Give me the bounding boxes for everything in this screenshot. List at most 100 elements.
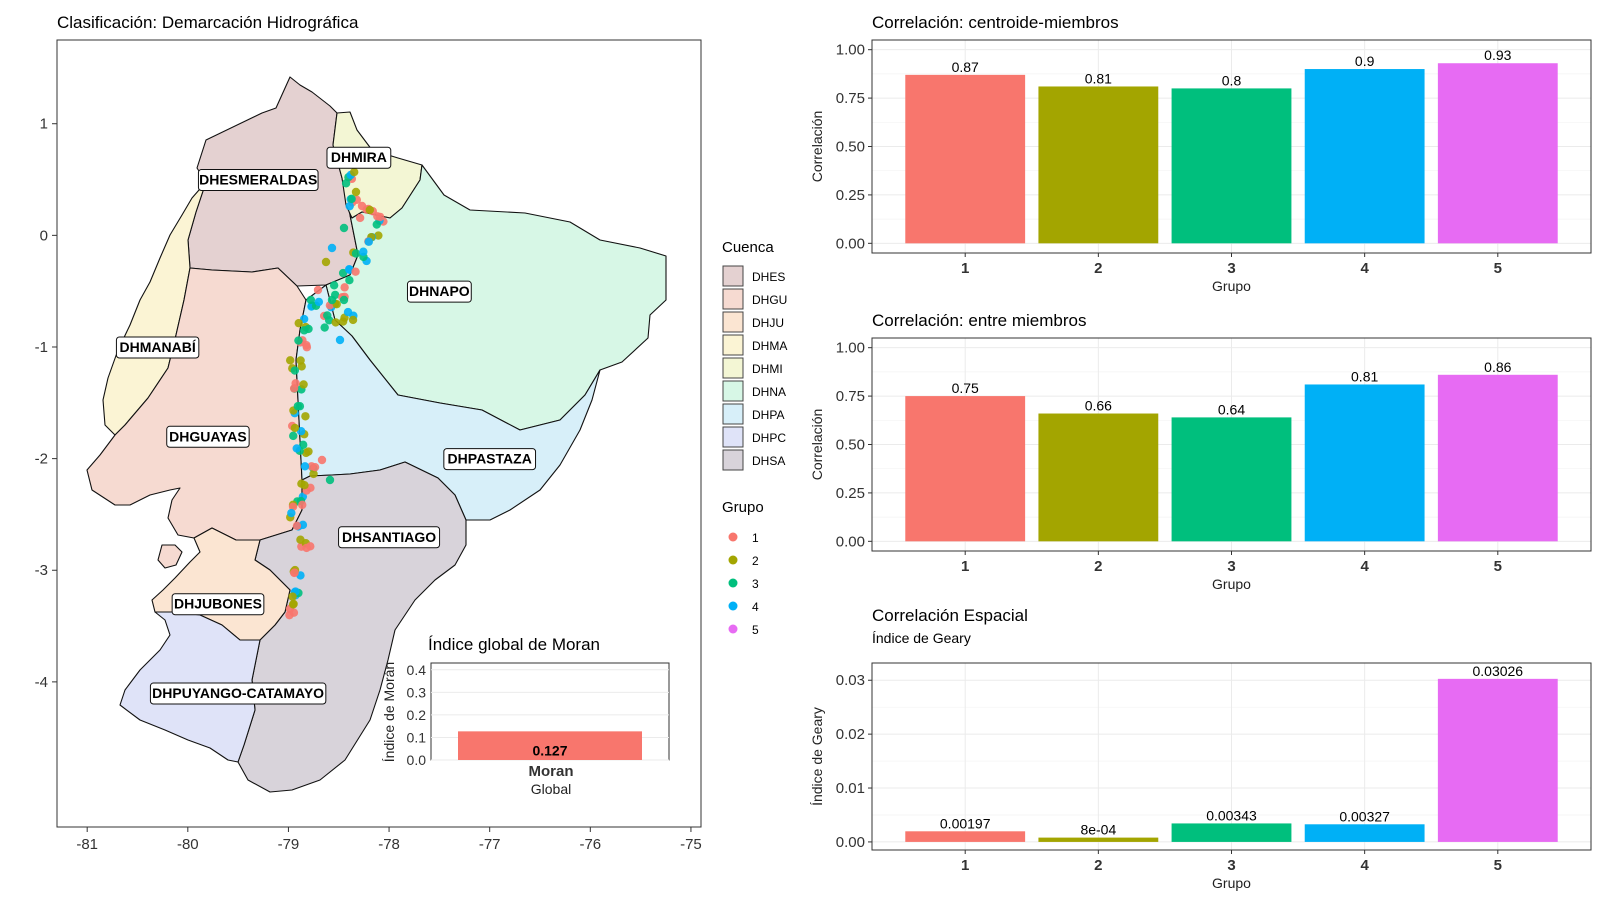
map-y-tick-label: -2 xyxy=(35,451,48,468)
legend-cuenca-label: DHNA xyxy=(752,385,786,399)
region-label-text: DHGUAYAS xyxy=(169,428,247,444)
map-y-tick-label: 1 xyxy=(40,116,48,133)
map-x-tick-label: -79 xyxy=(278,836,300,853)
chart-value-label: 0.00197 xyxy=(940,815,991,831)
station-point xyxy=(290,423,300,433)
chart-y-tick-label: 0.75 xyxy=(836,90,865,107)
moran-y-tick-label: 0.0 xyxy=(407,752,427,768)
legend-cuenca-label: DHES xyxy=(752,270,785,284)
chart-x-tick-label: 1 xyxy=(961,558,969,575)
chart-value-label: 8e-04 xyxy=(1080,822,1116,838)
chart-x-tick-label: 1 xyxy=(961,857,969,874)
station-point xyxy=(288,502,298,511)
legend-grupo-title: Grupo xyxy=(722,499,764,516)
chart-value-label: 0.93 xyxy=(1484,47,1511,63)
region-label: DHMIRA xyxy=(326,146,392,169)
station-point xyxy=(321,257,331,267)
legend-cuenca-label: DHMI xyxy=(752,362,783,376)
map-axes: -81 -80 -79 -78 -77 -76 -75 1 0 -1 -2 -3 -4 xyxy=(35,116,702,853)
chart-bar xyxy=(1171,417,1292,542)
chart-entre-miembros: Correlación: entre miembros 0.00 0.25 0.50 0… xyxy=(809,311,1592,592)
station-point xyxy=(300,480,309,490)
legend-grupo-marker xyxy=(728,578,738,588)
chart-x-tick-label: 3 xyxy=(1227,558,1235,575)
legend-cuenca-items: DHES DHGU DHJU DHMA DHMI DHNA DHPA DHPC DHSA xyxy=(722,265,787,471)
map-x-tick-label: -78 xyxy=(378,836,400,853)
chart-geary: Correlación Espacial Índice de Geary 0.00 0… xyxy=(809,606,1592,891)
region-labels: DHESMERALDAS DHMIRA DHNAPO DHMANABÍ DHGUAYAS… xyxy=(115,146,537,705)
map-x-tick-label: -81 xyxy=(76,836,98,853)
chart-value-label: 0.00327 xyxy=(1339,808,1390,824)
chart-title: Correlación: centroide-miembros xyxy=(872,13,1119,32)
chart-xlabel: Grupo xyxy=(1212,576,1251,592)
chart-frame xyxy=(871,39,1592,254)
station-point xyxy=(294,318,303,328)
moran-value-label: 0.127 xyxy=(532,743,567,759)
station-point xyxy=(294,336,303,345)
legend-grupo-label: 5 xyxy=(752,623,759,637)
station-point xyxy=(324,316,334,325)
legend-cuenca-swatch xyxy=(722,334,744,356)
station-point xyxy=(355,213,365,223)
station-point xyxy=(365,205,375,215)
station-point xyxy=(287,508,296,518)
chart-value-label: 0.9 xyxy=(1355,53,1375,69)
moran-bar xyxy=(458,731,642,760)
station-point xyxy=(341,179,351,188)
region-label-text: DHJUBONES xyxy=(174,596,262,612)
region-label-text: DHMIRA xyxy=(331,149,387,165)
moran-inset-title: Índice global de Moran xyxy=(428,635,600,654)
station-point xyxy=(320,323,329,332)
chart-x-tick-label: 5 xyxy=(1494,558,1502,575)
chart-value-label: 0.03026 xyxy=(1472,663,1523,679)
chart-centroide-miembros: Correlación: centroide-miembros 0.00 0.25 0… xyxy=(809,13,1592,294)
legend: Cuenca DHESDHGUDHJUDHMADHMIDHNADHPADHPCD… xyxy=(722,239,787,637)
station-point xyxy=(374,231,383,240)
moran-y-tick-label: 0.4 xyxy=(407,662,427,678)
chart-x-tick-label: 5 xyxy=(1494,260,1502,277)
legend-grupo-label: 2 xyxy=(752,554,759,568)
region-label-text: DHMANABÍ xyxy=(120,339,197,355)
chart-frame xyxy=(871,337,1592,552)
chart-bar xyxy=(1437,678,1558,842)
legend-grupo-marker xyxy=(728,601,738,611)
station-point xyxy=(300,326,309,335)
station-point xyxy=(300,462,310,471)
moran-y-tick-label: 0.1 xyxy=(407,729,427,745)
chart-y-tick-label: 0.00 xyxy=(836,533,865,550)
map-y-tick-label: 0 xyxy=(40,227,48,244)
legend-cuenca-swatch xyxy=(722,265,744,287)
chart-value-label: 0.81 xyxy=(1351,368,1378,384)
region-label-box xyxy=(197,169,319,192)
station-point xyxy=(310,462,320,472)
station-point xyxy=(357,201,367,211)
chart-x-tick-label: 3 xyxy=(1227,857,1235,874)
map-y-tick-label: -4 xyxy=(35,674,48,691)
legend-cuenca-swatch xyxy=(722,311,744,333)
chart-y-tick-label: 0.00 xyxy=(836,235,865,252)
region-label-box xyxy=(338,526,441,549)
region-label-box xyxy=(406,280,472,303)
chart-bar xyxy=(1437,374,1558,542)
region-label: DHPUYANGO-CATAMAYO xyxy=(149,682,327,705)
station-point xyxy=(348,315,358,325)
chart-value-label: 0.66 xyxy=(1085,398,1112,414)
chart-frame xyxy=(871,662,1592,851)
station-point xyxy=(306,295,316,305)
moran-xlabel: Global xyxy=(531,781,571,797)
map-x-tick-label: -75 xyxy=(680,836,702,853)
chart-value-label: 0.75 xyxy=(952,380,979,396)
legend-grupo-label: 3 xyxy=(752,577,759,591)
station-point xyxy=(339,223,349,233)
legend-cuenca-swatch xyxy=(722,357,744,379)
region-label-box xyxy=(149,682,327,705)
region-label: DHGUAYAS xyxy=(166,425,250,448)
legend-cuenca-label: DHSA xyxy=(752,454,785,468)
chart-y-tick-label: 0.03 xyxy=(836,672,865,689)
station-point xyxy=(289,599,298,609)
chart-y-tick-label: 0.50 xyxy=(836,437,865,454)
station-point xyxy=(325,475,335,485)
map-title: Clasificación: Demarcación Hidrográfica xyxy=(57,13,359,32)
legend-grupo-marker xyxy=(728,624,738,634)
chart-subtitle: Índice de Geary xyxy=(872,630,971,646)
